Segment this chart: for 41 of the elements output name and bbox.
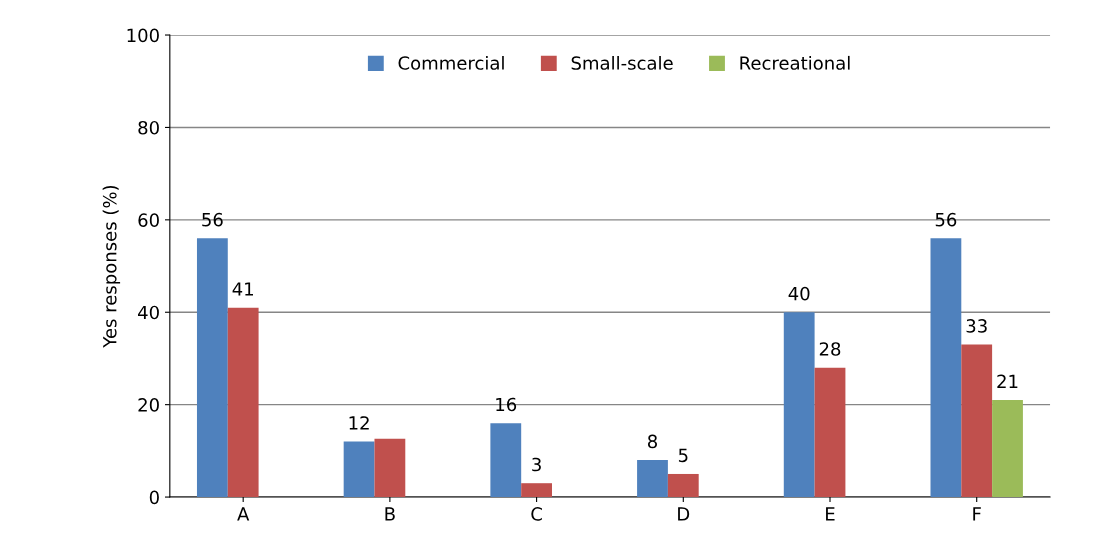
bar	[521, 483, 552, 498]
data-label: 28	[819, 342, 841, 356]
bar	[227, 307, 259, 498]
legend-label: Small-scale	[571, 55, 673, 70]
bar	[814, 367, 846, 498]
bar	[783, 312, 815, 498]
bar	[667, 473, 699, 498]
x-tick-label: E	[826, 507, 835, 521]
y-axis-title: Yes responses (%)	[102, 185, 121, 348]
data-label: 12	[349, 416, 369, 430]
y-tick-label: 20	[138, 398, 159, 412]
bar	[637, 460, 668, 498]
x-tick-label: A	[237, 507, 250, 521]
data-label: 41	[232, 282, 253, 296]
bar	[992, 400, 1023, 498]
data-label: 56	[202, 212, 223, 227]
bar	[930, 238, 962, 498]
y-tick-label: 60	[138, 213, 159, 227]
bar	[961, 344, 993, 498]
data-label: 40	[788, 286, 810, 301]
x-tick-label: C	[531, 507, 542, 521]
bar	[343, 441, 375, 498]
x-tick-label: F	[973, 507, 981, 521]
y-tick-label: 0	[149, 490, 159, 505]
data-label: 21	[997, 374, 1018, 388]
data-label: 33	[966, 319, 987, 333]
data-label: 3	[532, 457, 541, 472]
y-tick-label: 100	[127, 28, 159, 43]
bar	[374, 438, 406, 498]
data-label: 16	[496, 397, 517, 412]
x-tick-label: B	[385, 507, 395, 521]
legend-label: Recreational	[740, 55, 850, 70]
y-tick-label: 40	[138, 305, 159, 320]
bar	[196, 238, 228, 498]
bar	[490, 423, 522, 498]
data-label: 5	[678, 448, 688, 463]
data-label: 8	[647, 434, 657, 449]
x-tick-label: D	[678, 507, 690, 521]
y-tick-label: 80	[138, 120, 159, 135]
data-label: 56	[935, 212, 957, 227]
legend-label: Commercial	[398, 55, 504, 70]
